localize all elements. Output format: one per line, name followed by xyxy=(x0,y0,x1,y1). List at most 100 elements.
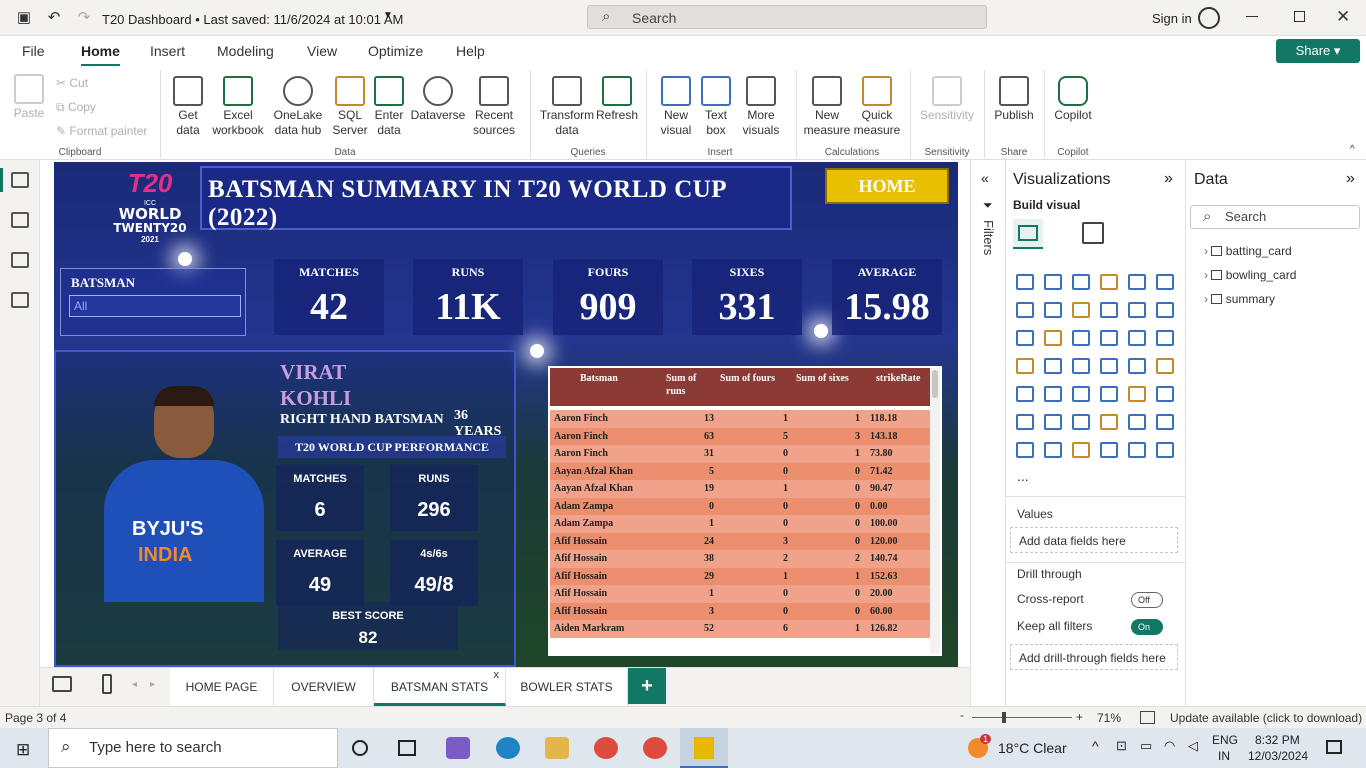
area-chart-icon[interactable] xyxy=(1044,302,1062,318)
trophy-icon[interactable] xyxy=(1156,414,1174,430)
publish-button[interactable]: Publish xyxy=(992,76,1036,123)
table-row[interactable]: Aiden Markram 52 6 1 126.82 xyxy=(550,620,930,638)
model-view-icon[interactable] xyxy=(11,252,29,268)
volume-icon[interactable]: ◁ xyxy=(1188,738,1198,753)
power-apps-icon[interactable] xyxy=(1044,442,1062,458)
wifi-icon[interactable]: ◠ xyxy=(1164,738,1176,753)
gauge-icon[interactable] xyxy=(1128,358,1146,374)
redo-icon[interactable]: ↷ xyxy=(77,9,91,26)
desktop-layout-icon[interactable] xyxy=(52,676,72,692)
arrow-chevron-icon[interactable] xyxy=(1156,442,1174,458)
more-visuals-ellipsis[interactable]: ... xyxy=(1017,468,1029,484)
build-visual-tab[interactable] xyxy=(1013,219,1043,249)
python-visual-icon[interactable] xyxy=(1016,414,1034,430)
new-measure-button[interactable]: New measure xyxy=(802,76,852,138)
refresh-button[interactable]: Refresh xyxy=(596,76,638,123)
funnel-icon[interactable] xyxy=(1156,302,1174,318)
mobile-layout-icon[interactable] xyxy=(102,674,112,694)
chevron-down-icon[interactable]: ▼ xyxy=(383,10,393,21)
column-header[interactable]: Sum of sixes xyxy=(796,373,849,384)
edge-icon[interactable] xyxy=(496,737,520,759)
search-box[interactable]: ⌕ Search xyxy=(587,5,987,29)
sensitivity-button[interactable]: Sensitivity xyxy=(916,76,978,123)
line-chart-icon[interactable] xyxy=(1016,302,1034,318)
maximize-icon[interactable] xyxy=(1294,11,1305,22)
tab-home[interactable]: Home xyxy=(81,43,120,67)
table-row[interactable]: Aaron Finch 63 5 3 143.18 xyxy=(550,427,930,445)
key-influencers-icon[interactable] xyxy=(1044,414,1062,430)
new-visual-button[interactable]: New visual xyxy=(656,76,696,138)
update-available-link[interactable]: Update available (click to download) xyxy=(1170,711,1363,725)
stacked-column-icon[interactable] xyxy=(1044,274,1062,290)
zoom-out-icon[interactable]: - xyxy=(960,708,964,722)
paginated-icon[interactable] xyxy=(1016,442,1034,458)
table-view-icon[interactable] xyxy=(11,212,29,228)
filters-pane[interactable]: « ⏷ Filters xyxy=(970,160,1006,706)
scroll-thumb[interactable] xyxy=(932,370,938,398)
table-row[interactable]: Afif Hossain 38 2 2 140.74 xyxy=(550,550,930,568)
scroll-right-icon[interactable]: ▸ xyxy=(150,679,156,690)
scroll-left-icon[interactable]: ◂ xyxy=(132,679,138,690)
pie-chart-icon[interactable] xyxy=(1128,330,1146,346)
format-painter-button[interactable]: ✎ Format painter xyxy=(56,124,148,138)
tab-file[interactable]: File xyxy=(22,43,45,59)
chrome-icon[interactable] xyxy=(594,737,618,759)
multirow-card-icon[interactable] xyxy=(1016,386,1034,402)
batsman-table[interactable]: Batsman Sum of runs Sum of fours Sum of … xyxy=(548,366,942,656)
zoom-slider[interactable] xyxy=(972,717,1072,718)
undo-icon[interactable]: ↶ xyxy=(47,9,61,26)
decomposition-icon[interactable] xyxy=(1072,414,1090,430)
table-row[interactable]: Afif Hossain 3 0 0 60.00 xyxy=(550,602,930,620)
page-tab-batsman-stats[interactable]: BATSMAN STATS x xyxy=(374,668,506,706)
text-box-button[interactable]: Text box xyxy=(698,76,734,138)
transform-data-button[interactable]: Transform data xyxy=(538,76,596,138)
table-row[interactable]: Adam Zampa 0 0 0 0.00 xyxy=(550,497,930,515)
tab-insert[interactable]: Insert xyxy=(150,43,186,59)
chevron-left-icon[interactable]: « xyxy=(981,170,989,186)
column-header[interactable]: Batsman xyxy=(580,373,618,384)
data-search-input[interactable]: ⌕ Search xyxy=(1190,205,1360,229)
more-visuals-button[interactable]: More visuals xyxy=(736,76,786,138)
slicer-dropdown[interactable]: All xyxy=(69,295,241,317)
dax-query-icon[interactable] xyxy=(11,292,29,308)
filled-map-icon[interactable] xyxy=(1072,358,1090,374)
table-scrollbar[interactable] xyxy=(930,368,940,654)
format-visual-icon[interactable] xyxy=(1082,222,1104,244)
tab-optimize[interactable]: Optimize xyxy=(368,43,424,59)
meet-icon[interactable]: ⊡ xyxy=(1116,738,1127,753)
language-code[interactable]: ENG xyxy=(1212,733,1239,747)
column-header[interactable]: Sum of fours xyxy=(720,373,776,384)
keep-filters-toggle[interactable]: On xyxy=(1131,619,1163,635)
donut-icon[interactable] xyxy=(1156,330,1174,346)
region-code[interactable]: IN xyxy=(1218,749,1230,763)
100-column-icon[interactable] xyxy=(1156,274,1174,290)
scatter-icon[interactable] xyxy=(1100,330,1118,346)
table-row[interactable]: Afif Hossain 29 1 1 152.63 xyxy=(550,567,930,585)
clustered-column-icon[interactable] xyxy=(1100,274,1118,290)
sign-in-link[interactable]: Sign in xyxy=(1152,11,1192,26)
tab-view[interactable]: View xyxy=(307,43,338,59)
stacked-area-icon[interactable] xyxy=(1072,302,1090,318)
account-icon[interactable] xyxy=(1198,7,1220,29)
quick-measure-button[interactable]: Quick measure xyxy=(852,76,902,138)
page-tab-bowler-stats[interactable]: BOWLER STATS xyxy=(506,668,628,706)
slicer-icon[interactable] xyxy=(1072,386,1090,402)
clock-time[interactable]: 8:32 PM xyxy=(1255,733,1300,747)
chevron-up-icon[interactable]: ^ xyxy=(1092,738,1099,754)
fit-to-page-icon[interactable] xyxy=(1140,711,1155,724)
chevron-right-icon[interactable]: » xyxy=(1164,170,1173,187)
waterfall-icon[interactable] xyxy=(1128,302,1146,318)
enter-data-button[interactable]: Enter data xyxy=(372,76,406,138)
get-data-button[interactable]: Get data xyxy=(170,76,206,138)
windows-start-icon[interactable]: ⊞ xyxy=(16,740,31,759)
excel-workbook-button[interactable]: Excel workbook xyxy=(210,76,266,138)
home-button[interactable]: HOME xyxy=(825,168,949,204)
recent-sources-button[interactable]: Recent sources xyxy=(466,76,522,138)
close-icon[interactable]: ✕ xyxy=(1336,7,1351,26)
clock-date[interactable]: 12/03/2024 xyxy=(1248,749,1309,763)
page-tab-overview[interactable]: OVERVIEW xyxy=(274,668,374,706)
r-visual-icon[interactable] xyxy=(1156,386,1174,402)
save-icon[interactable]: ▣ xyxy=(16,9,32,26)
zoom-in-icon[interactable]: + xyxy=(1076,710,1084,724)
metrics-icon[interactable] xyxy=(1100,442,1118,458)
